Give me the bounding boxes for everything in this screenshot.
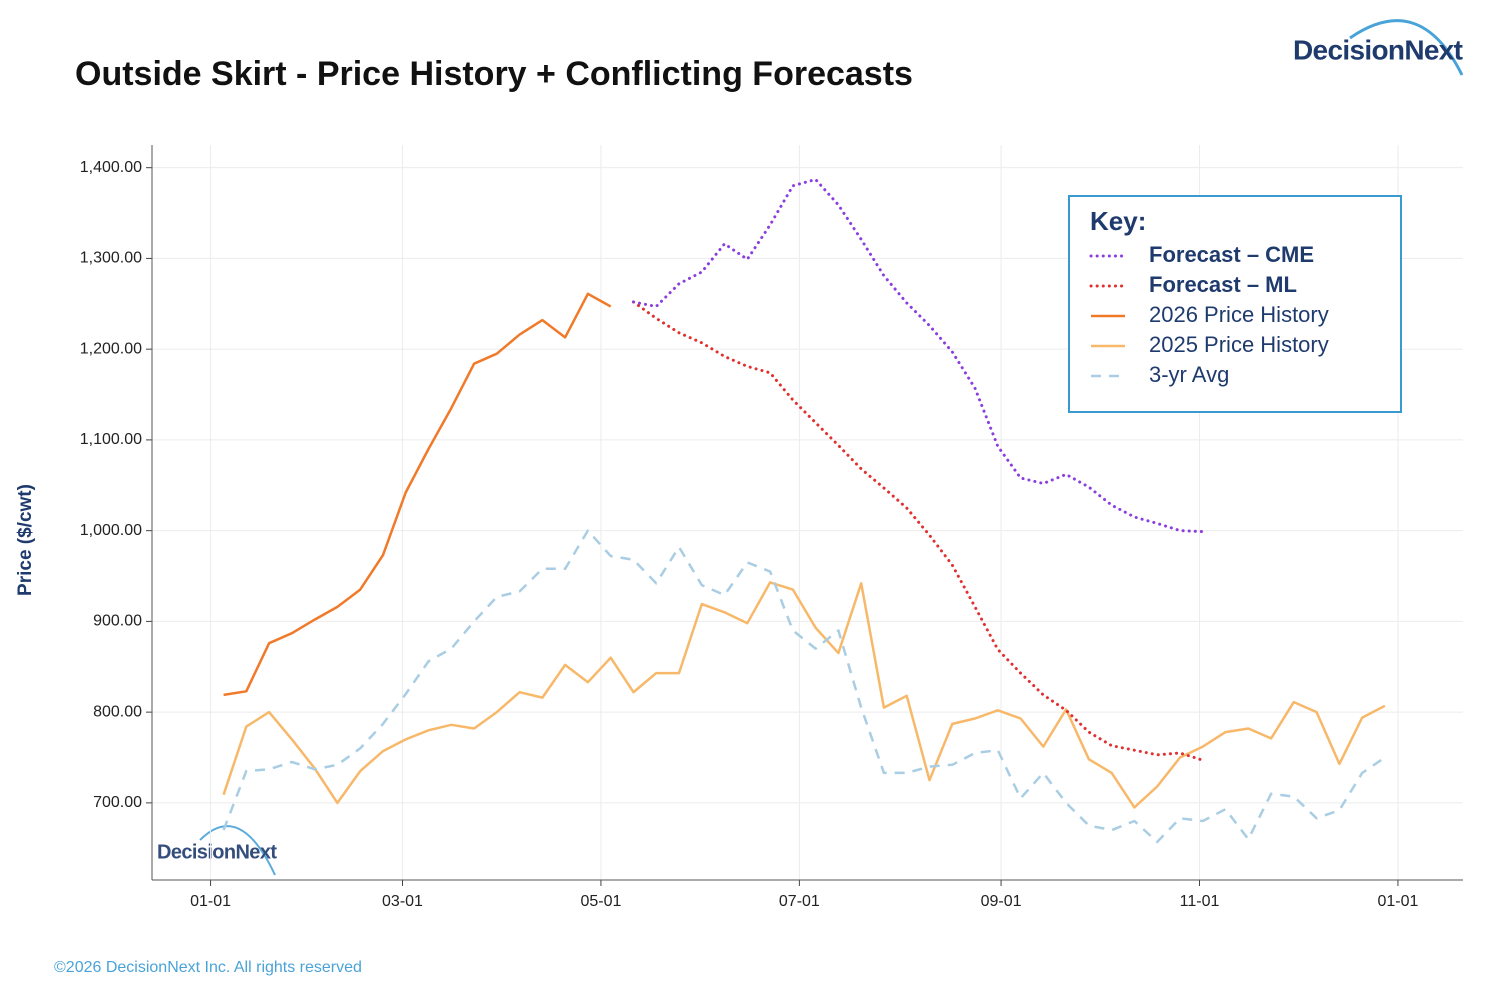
y-tick-label: 1,300.00 <box>80 250 142 267</box>
legend-box <box>1068 195 1402 413</box>
y-tick-label: 900.00 <box>93 613 142 630</box>
legend-label: Forecast – ML <box>1149 272 1297 297</box>
watermark: DecisionNext <box>157 825 277 876</box>
y-tick-label: 1,100.00 <box>80 431 142 448</box>
logo-text: DecisionNext <box>1293 34 1463 65</box>
footer: ©2026 DecisionNext Inc. All rights reser… <box>54 959 362 976</box>
series-line <box>222 581 1386 809</box>
y-tick-label: 700.00 <box>93 794 142 811</box>
series-line <box>223 292 612 697</box>
watermark-arc <box>199 825 276 876</box>
y-tick-label: 1,200.00 <box>80 340 142 357</box>
x-tick-label: 01-01 <box>190 893 231 910</box>
legend-label: 2026 Price History <box>1149 302 1329 327</box>
legend-label: Forecast – CME <box>1149 242 1314 267</box>
y-axis-label: Price ($/cwt) <box>15 484 36 596</box>
x-tick-label: 09-01 <box>981 893 1022 910</box>
x-tick-label: 05-01 <box>580 893 621 910</box>
series-line <box>222 529 1386 844</box>
legend-label: 3-yr Avg <box>1149 362 1229 387</box>
logo: DecisionNext <box>1293 19 1464 76</box>
x-tick-label: 01-01 <box>1377 893 1418 910</box>
legend-title: Key: <box>1090 206 1146 236</box>
y-tick-label: 800.00 <box>93 703 142 720</box>
y-tick-label: 1,000.00 <box>80 522 142 539</box>
series-line <box>632 300 1205 762</box>
y-tick-label: 1,400.00 <box>80 159 142 176</box>
x-tick-label: 07-01 <box>779 893 820 910</box>
watermark-text: DecisionNext <box>157 841 277 863</box>
series-line <box>632 178 1205 534</box>
legend-label: 2025 Price History <box>1149 332 1329 357</box>
x-tick-label: 03-01 <box>382 893 423 910</box>
chart-title: Outside Skirt - Price History + Conflict… <box>75 55 913 93</box>
logo-arc <box>1349 19 1464 76</box>
x-tick-label: 11-01 <box>1180 893 1220 910</box>
